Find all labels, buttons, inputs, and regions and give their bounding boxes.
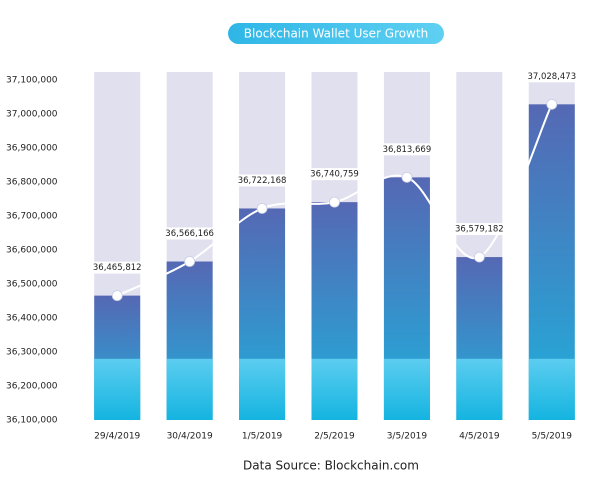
- value-label: 36,722,168: [238, 176, 287, 186]
- value-label: 36,813,669: [383, 145, 432, 155]
- y-tick-label: 36,700,000: [6, 212, 58, 222]
- bar-base: [383, 358, 430, 420]
- y-tick-label: 36,200,000: [6, 382, 58, 392]
- bar-base: [94, 358, 141, 420]
- source-note: Data Source: Blockchain.com: [243, 459, 419, 473]
- value-label-bg: [87, 261, 148, 274]
- bar-base: [239, 358, 286, 420]
- x-tick-label: 5/5/2019: [532, 432, 573, 442]
- x-tick-label: 1/5/2019: [242, 432, 283, 442]
- bar-base: [528, 358, 575, 420]
- bar-base: [311, 358, 358, 420]
- y-tick-label: 36,800,000: [6, 178, 58, 188]
- line-point: [111, 290, 123, 302]
- value-label: 37,028,473: [527, 72, 576, 82]
- x-tick-label: 29/4/2019: [94, 432, 140, 442]
- line-point: [256, 203, 268, 214]
- y-tick-label: 36,900,000: [6, 144, 58, 154]
- line-point: [184, 256, 196, 267]
- value-label: 36,465,812: [93, 263, 142, 273]
- title-pill: [228, 23, 444, 44]
- x-tick-label: 4/5/2019: [459, 432, 500, 442]
- y-tick-label: 36,500,000: [6, 280, 58, 290]
- y-tick-label: 36,300,000: [6, 348, 58, 358]
- value-label-bg: [521, 70, 582, 83]
- bar-base: [166, 358, 213, 420]
- value-label: 36,566,166: [165, 229, 214, 239]
- y-tick-label: 37,100,000: [6, 76, 58, 86]
- bar-base: [456, 358, 503, 420]
- y-tick-label: 36,100,000: [6, 416, 58, 426]
- line-point: [401, 171, 413, 183]
- value-label-bg: [376, 143, 437, 156]
- value-label-bg: [304, 168, 365, 181]
- line-point: [546, 98, 558, 110]
- trend-line: [116, 103, 553, 297]
- x-tick-label: 3/5/2019: [387, 432, 428, 442]
- y-tick-label: 37,000,000: [6, 110, 58, 120]
- value-label: 36,740,759: [310, 170, 359, 180]
- value-label-bg: [449, 223, 510, 236]
- line-point: [473, 251, 485, 263]
- chart-title: Blockchain Wallet User Growth: [244, 27, 428, 41]
- x-tick-label: 2/5/2019: [314, 432, 355, 442]
- line-point: [329, 196, 340, 208]
- y-tick-label: 36,600,000: [6, 246, 58, 256]
- y-tick-label: 36,400,000: [6, 314, 58, 324]
- x-tick-label: 30/4/2019: [167, 432, 213, 442]
- value-label-bg: [232, 174, 293, 187]
- value-label: 36,579,182: [455, 225, 504, 235]
- value-label-bg: [159, 227, 220, 240]
